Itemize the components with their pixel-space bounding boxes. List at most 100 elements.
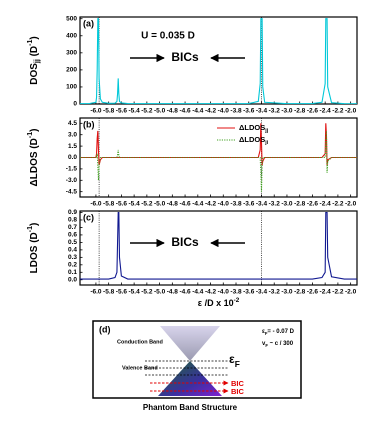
text-part: ji [264,140,268,146]
text-part: F [235,359,240,369]
x-tick-label: -5.0 [154,108,166,115]
bic-label: BIC [231,379,245,388]
bic-label: BIC [231,387,245,396]
velocity: vF ~ c / 300 [262,341,294,348]
x-tick-label: -2.0 [345,108,357,115]
x-tick-label: -2.2 [332,201,344,208]
x-tick-label: -3.6 [243,108,255,115]
x-tick-label: -2.2 [332,289,344,296]
y-tick-label: 300 [66,50,77,57]
x-tick-label: -3.2 [269,289,281,296]
bic-arrows [150,380,229,394]
x-tick-label: -4.2 [205,201,217,208]
y-tick-label: 0.6 [68,232,77,239]
y-tick-label: 1.5 [68,143,77,150]
x-tick-label: -5.0 [154,201,166,208]
series-line [80,18,357,104]
x-tick-label: -4.6 [179,289,191,296]
text-part: ) [29,36,40,39]
x-tick-label: -5.6 [116,289,128,296]
x-tick-label: -3.0 [281,289,293,296]
y-tick-label: 400 [66,32,77,39]
x-tick-label: -2.8 [294,201,306,208]
text-part: ΔLDOS [29,151,40,186]
text-part: -1 [27,132,34,138]
x-tick-label: -5.2 [141,201,153,208]
x-tick-label: -4.8 [167,201,179,208]
x-tick-label: -3.4 [256,108,268,115]
x-tick-label: -2.4 [320,289,332,296]
x-tick-label: -5.6 [116,201,128,208]
y-tick-label: 100 [66,84,77,91]
y-tick-label: 0.2 [68,262,77,269]
x-tick-label: -3.8 [230,201,242,208]
y-axis-label: ΔLDOS (D-1) [27,129,39,187]
text-part: ) [29,129,40,132]
text-part: LDOS [29,245,40,273]
text-part: ΔLDOS [239,135,265,144]
x-tick-label: -5.6 [116,108,128,115]
x-tick-label: -4.2 [205,108,217,115]
x-tick-label: -3.0 [281,108,293,115]
panel-label: (c) [83,212,94,222]
x-tick-label: -2.8 [294,108,306,115]
text-part: -1 [27,226,34,232]
x-tick-label: -4.0 [218,289,230,296]
fermi-value: εF= - 0.07 D [262,329,295,336]
text-part: (D [29,46,40,59]
x-tick-label: -2.4 [320,201,332,208]
x-tick-label: -3.4 [256,289,268,296]
plot-area [80,211,357,280]
annotation: U = 0.035 D [141,31,195,42]
x-tick-label: -3.8 [230,289,242,296]
x-tick-label: -4.8 [167,108,179,115]
series-line [80,130,357,192]
x-tick-label: -2.6 [307,201,319,208]
x-tick-label: -4.4 [192,108,204,115]
x-tick-label: -5.0 [154,289,166,296]
y-tick-label: 0.0 [68,276,77,283]
panel-label: (d) [99,324,111,334]
x-tick-label: -2.0 [345,201,357,208]
x-tick-label: -4.4 [192,289,204,296]
plot-area [80,123,357,192]
x-tick-label: -3.8 [230,108,242,115]
text-part: F [265,343,268,348]
x-tick-label: -3.4 [256,201,268,208]
x-tick-label: -3.0 [281,201,293,208]
x-axis-label: ε /D x 10-2 [198,297,240,308]
x-tick-label: -6.0 [90,201,102,208]
x-tick-label: -2.0 [345,289,357,296]
text-part: (D [29,232,40,245]
conduction-cone [160,326,220,361]
x-tick-label: -2.8 [294,289,306,296]
text-part: = - 0.07 D [267,329,294,335]
y-tick-label: 0.0 [68,154,77,161]
chart-panel: -6.0 -5.8 -5.6 -5.4 -5.2 -5.0 -4.8 -4.6 -4.4 -4.2… [27,117,358,208]
x-tick-label: -5.8 [103,289,115,296]
y-tick-label: 0.4 [68,247,77,254]
text-part: ε [229,352,235,366]
x-tick-label: -4.8 [167,289,179,296]
text-part: -2 [234,297,240,304]
y-tick-label: -1.5 [66,166,78,173]
plot-frame [79,16,358,105]
x-tick-label: -5.2 [141,289,153,296]
y-tick-label: 0.1 [68,269,77,276]
x-tick-label: -5.4 [129,289,141,296]
valence-label: Valence Band [122,365,158,371]
panel-label: (b) [83,119,95,129]
y-tick-label: 4.5 [68,120,77,127]
annotation: BICs [171,50,199,64]
text-part: ΔLDOS [239,123,265,132]
y-tick-label: 0.9 [68,209,77,216]
plot-frame [79,210,358,286]
y-tick-label: 500 [66,15,77,22]
x-tick-label: -4.0 [218,201,230,208]
text-part: (D [29,138,40,151]
x-tick-label: -5.8 [103,201,115,208]
panel-label: (a) [83,18,94,28]
text-part: F [265,331,268,336]
